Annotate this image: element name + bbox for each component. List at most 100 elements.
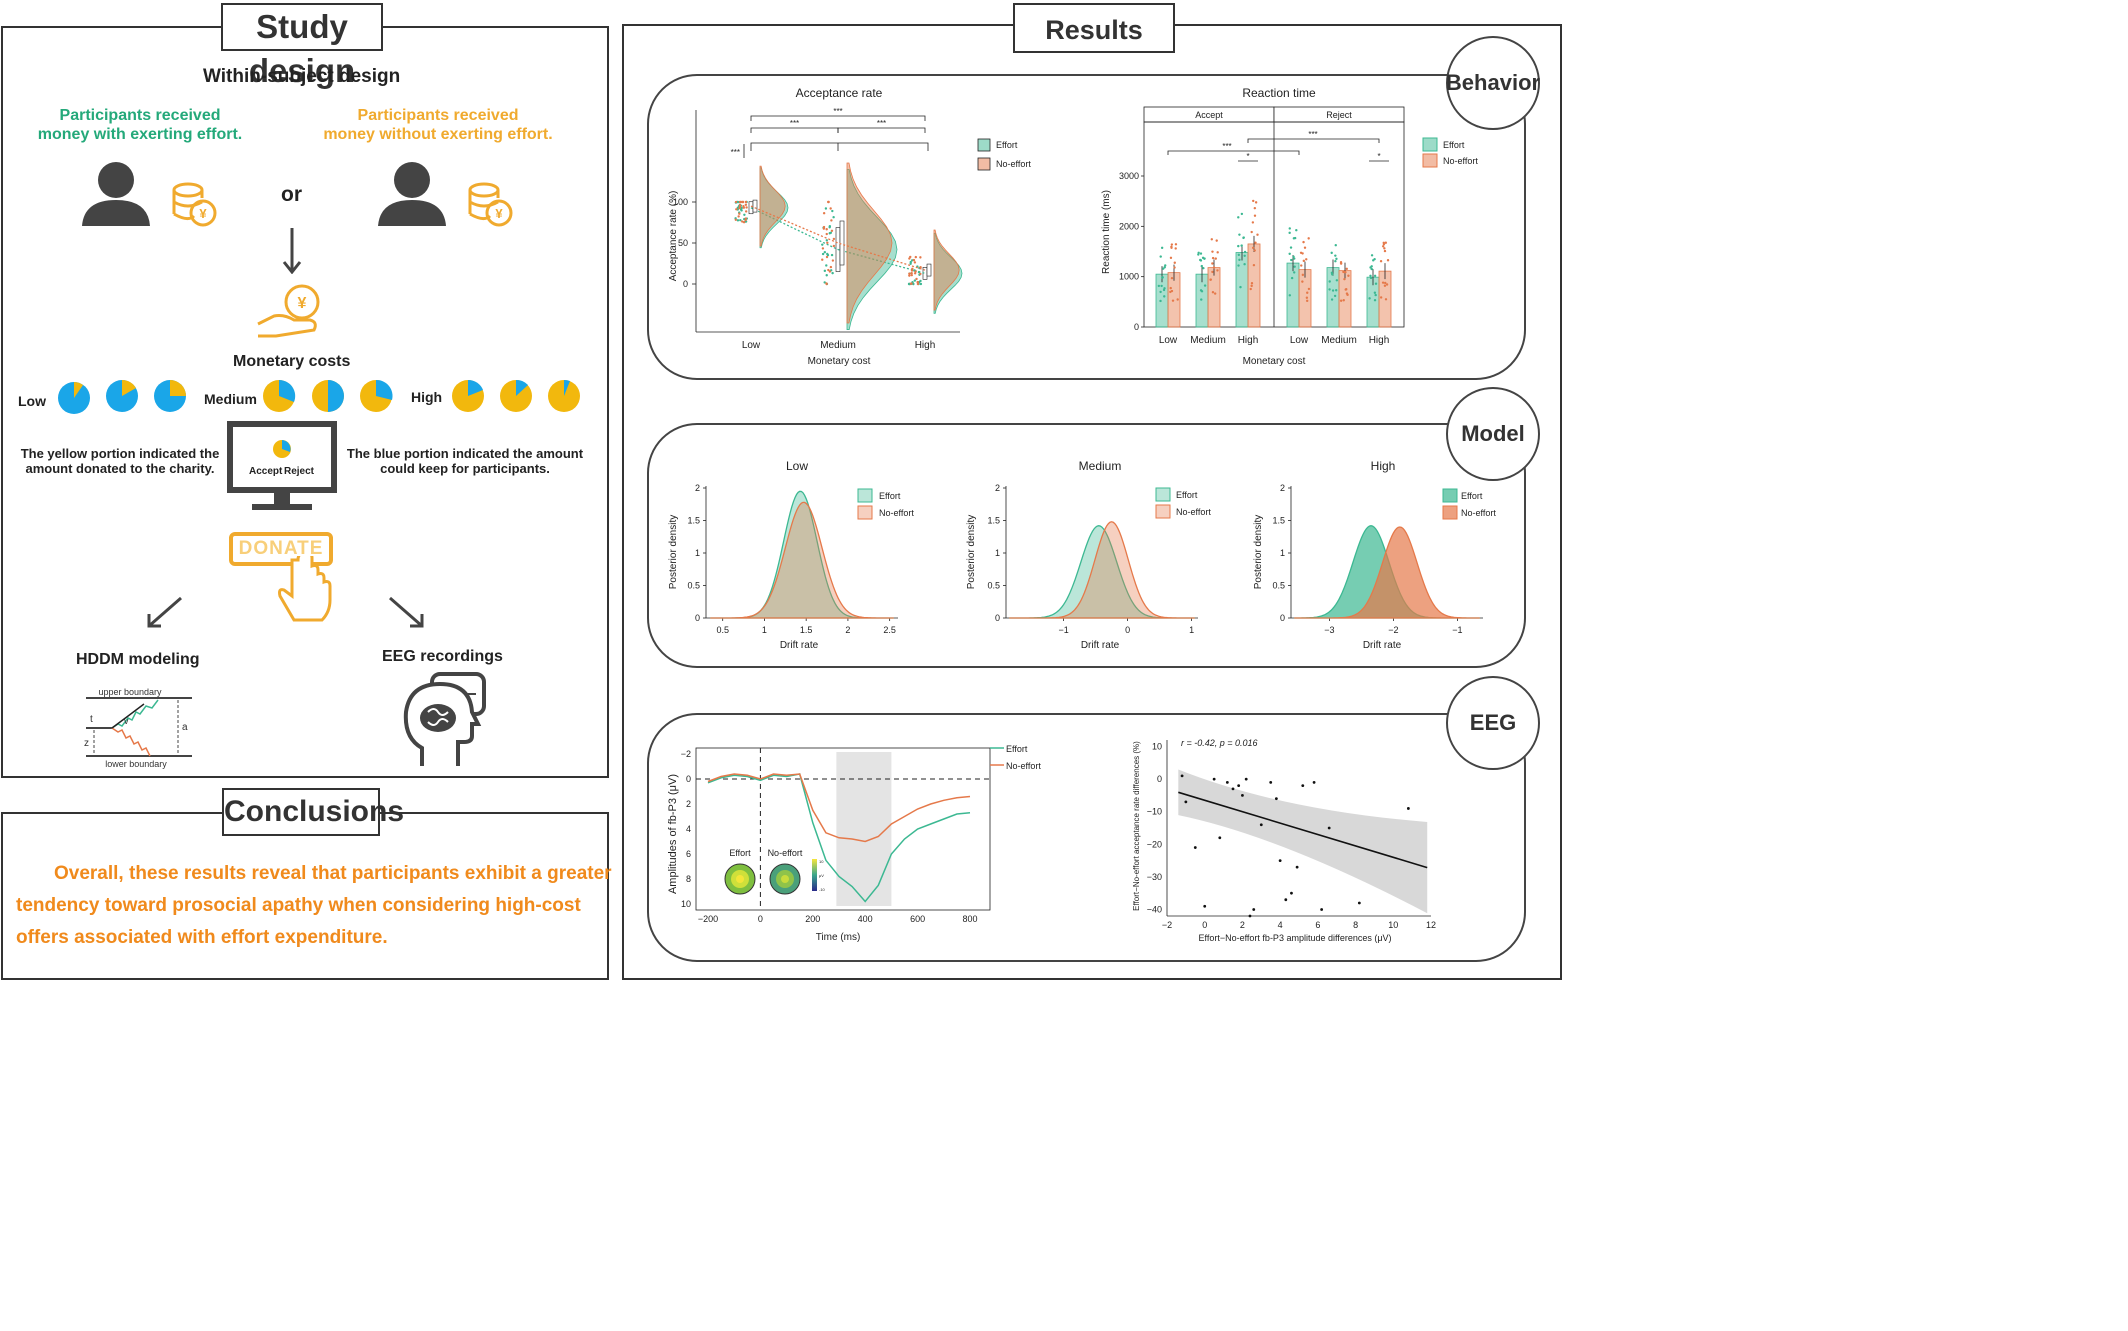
rt-data-point xyxy=(1249,287,1252,291)
down-arrow-icon xyxy=(282,228,302,274)
rt-data-point xyxy=(1385,283,1389,286)
erp-x-tick-label: 800 xyxy=(962,914,977,924)
rt-data-point xyxy=(1330,298,1334,301)
rt-data-point xyxy=(1307,237,1310,240)
rt-data-point xyxy=(1288,252,1291,255)
rt-data-point xyxy=(1368,297,1371,300)
rt-title: Reaction time xyxy=(1242,86,1316,100)
acc-data-point xyxy=(825,228,828,231)
dens-medium-legend: Effort No-effort xyxy=(1155,487,1211,519)
rt-data-point xyxy=(1254,241,1257,244)
dens-high-legend-no-effort: No-effort xyxy=(1461,508,1496,518)
rt-data-point xyxy=(1200,298,1203,301)
rt-data-point xyxy=(1372,259,1375,262)
pie-medium-2 xyxy=(312,380,344,412)
rt-xlabel: Monetary cost xyxy=(1243,356,1306,367)
coins-icon: ¥ xyxy=(172,182,217,227)
rt-significance-label: * xyxy=(1377,152,1380,161)
rt-data-point xyxy=(1243,263,1246,266)
left-group-caption: Participants received money with exertin… xyxy=(37,107,243,143)
acc-significance-bracket xyxy=(750,127,839,133)
acc-box xyxy=(752,199,758,213)
erp-y-tick-label: 10 xyxy=(681,899,691,909)
scatter-y-tick-label: −40 xyxy=(1147,904,1162,914)
yellow-note: The yellow portion indicated the amount … xyxy=(20,446,220,476)
acc-data-point xyxy=(739,218,742,222)
rt-data-point xyxy=(1292,237,1296,240)
colorbar-tick-top: 10 xyxy=(819,859,824,864)
rt-data-point xyxy=(1381,281,1385,284)
acc-data-point xyxy=(827,268,830,272)
acc-significance-bracket xyxy=(750,115,926,121)
rt-data-point xyxy=(1334,244,1337,247)
conclusions-text: Overall, these results reveal that parti… xyxy=(16,863,612,948)
acc-data-point xyxy=(738,206,741,210)
scatter-point xyxy=(1290,891,1293,895)
conclusions-panel xyxy=(1,812,609,980)
density-y-tick-label: 2 xyxy=(695,483,700,493)
rt-x-tick-label: High xyxy=(1369,335,1390,346)
rt-data-point xyxy=(1345,267,1348,271)
rt-data-point xyxy=(1242,236,1245,240)
pie-low-2 xyxy=(106,379,138,412)
acc-significance-label: *** xyxy=(790,119,799,128)
rt-data-point xyxy=(1383,284,1387,287)
acc-data-point xyxy=(829,207,832,210)
erp-waveform xyxy=(707,773,971,843)
acc-data-point xyxy=(823,281,826,284)
scatter-point xyxy=(1237,784,1241,788)
erp-legend-no-effort: No-effort xyxy=(1006,761,1041,771)
acc-data-point xyxy=(919,265,922,269)
erp-chart: Amplitudes of fb-P3 (μV) Time (ms) −2 0 2 4… xyxy=(667,744,1041,943)
eeg-tag: EEG xyxy=(1446,676,1540,770)
rt-data-point xyxy=(1383,247,1386,250)
erp-y-tick-label: 8 xyxy=(686,874,691,884)
density-x-tick-label: 0.5 xyxy=(716,625,729,635)
reaction-time-chart: Reaction time Reaction time (ms) Monetar… xyxy=(1101,86,1478,367)
dens-high-xlabel: Drift rate xyxy=(1363,640,1402,651)
scatter-point xyxy=(1252,908,1256,911)
acc-data-point xyxy=(736,219,740,222)
rt-data-point xyxy=(1290,276,1294,280)
rt-facet-reject: Reject xyxy=(1326,110,1352,120)
monetary-costs-label: Monetary costs xyxy=(233,353,351,370)
rt-data-point xyxy=(1334,260,1337,263)
scatter-point xyxy=(1231,787,1235,791)
density-y-tick-label: 0.5 xyxy=(987,581,1000,591)
scatter-point xyxy=(1278,859,1282,862)
scatter-x-tick-label: 6 xyxy=(1315,920,1320,930)
rt-data-point xyxy=(1343,277,1346,281)
acc-data-point xyxy=(742,204,745,208)
rt-data-point xyxy=(1293,265,1296,268)
acc-ylabel: Acceptance rate (%) xyxy=(668,191,679,282)
colorbar-tick-bottom: -10 xyxy=(819,887,826,892)
rt-data-point xyxy=(1210,238,1213,241)
acc-data-point xyxy=(744,217,747,220)
dens-low-ylabel: Posterior density xyxy=(668,515,679,589)
rt-data-point xyxy=(1330,251,1333,255)
screen-reject: Reject xyxy=(284,466,315,477)
density-y-tick-label: 1 xyxy=(995,548,1000,558)
rt-data-point xyxy=(1238,233,1241,236)
rt-data-point xyxy=(1240,212,1244,216)
density-x-tick-label: 1 xyxy=(1189,625,1194,635)
acc-data-point xyxy=(745,206,748,209)
acc-data-point xyxy=(910,271,913,275)
rt-facet-accept: Accept xyxy=(1195,110,1223,120)
acc-x-tick-label: Medium xyxy=(820,340,856,351)
acc-data-point xyxy=(824,207,828,210)
topomap-no-effort-label: No-effort xyxy=(768,848,803,858)
density-y-tick-label: 2 xyxy=(995,483,1000,493)
acc-mean-line xyxy=(750,207,926,274)
rt-data-point xyxy=(1170,243,1174,246)
rt-data-point xyxy=(1386,259,1390,262)
rt-data-point xyxy=(1300,264,1303,267)
acc-data-point xyxy=(744,203,748,206)
acc-title: Acceptance rate xyxy=(796,86,883,100)
acc-data-point xyxy=(831,259,835,262)
acc-data-point xyxy=(911,267,914,271)
density-y-tick-label: 0 xyxy=(695,613,700,623)
rt-data-point xyxy=(1160,284,1163,288)
acc-data-point xyxy=(830,253,834,257)
acc-data-point xyxy=(908,274,911,277)
